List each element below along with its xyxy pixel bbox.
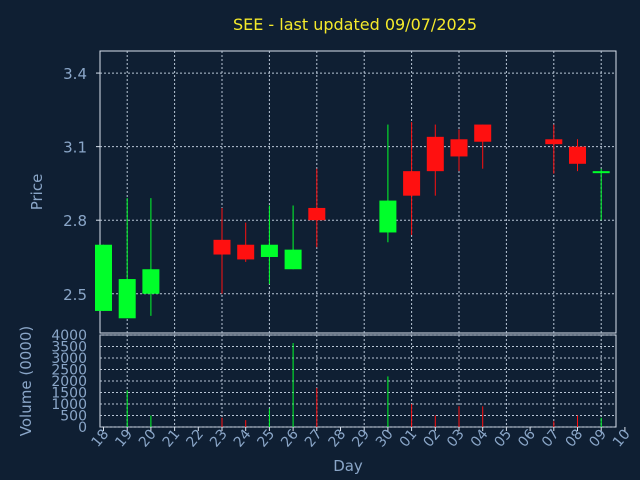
x-tick-label: 26 — [278, 426, 302, 450]
candle-body — [545, 139, 563, 145]
x-tick-label: 08 — [563, 426, 587, 450]
candle — [95, 244, 112, 311]
candle-body — [284, 249, 302, 270]
candle — [237, 222, 255, 262]
price-ytick-label: 2.5 — [63, 286, 87, 304]
x-tick-label: 05 — [491, 426, 515, 450]
x-tick-label: 09 — [586, 426, 610, 450]
x-tick-label: 30 — [373, 426, 397, 450]
price-ytick-label: 3.1 — [63, 139, 87, 157]
volume-ytick-label: 4000 — [51, 328, 87, 344]
x-tick-label: 21 — [160, 426, 184, 450]
candle — [284, 205, 302, 270]
candle-body — [569, 146, 586, 164]
price-panel: 2.5 2.8 3.1 3.4 — [63, 50, 617, 334]
x-tick-label: 10 — [610, 426, 634, 450]
candle — [379, 124, 397, 243]
candle — [450, 129, 468, 172]
candle — [592, 168, 610, 221]
x-tick-label: 27 — [302, 426, 326, 450]
candle-body — [213, 239, 231, 255]
candle — [213, 207, 231, 294]
volume-axis-label: Volume (0000) — [17, 326, 35, 436]
x-tick-label: 02 — [420, 426, 444, 450]
volume-ytick-label: 1500 — [51, 386, 87, 402]
candle-body — [592, 171, 610, 174]
x-tick-label: 01 — [397, 426, 421, 450]
x-tick-label: 22 — [183, 426, 207, 450]
x-tick-label: 25 — [254, 426, 278, 450]
candle-body — [260, 244, 278, 257]
price-ytick-label: 3.4 — [63, 65, 87, 83]
candle-body — [142, 269, 160, 294]
day-axis-label: Day — [333, 457, 363, 475]
candle-body — [426, 136, 444, 172]
candle — [142, 198, 160, 316]
candle-body — [308, 207, 326, 221]
x-tick-label: 20 — [136, 426, 160, 450]
volume-ytick-label: 3000 — [51, 351, 87, 367]
candle — [308, 168, 326, 248]
x-tick-label: 18 — [89, 426, 113, 450]
x-tick-label: 04 — [468, 426, 492, 450]
candle — [569, 139, 586, 172]
candle-body — [237, 244, 255, 260]
candle — [260, 205, 278, 284]
volume-ytick-label: 2000 — [51, 374, 87, 390]
chart-title: SEE - last updated 09/07/2025 — [233, 15, 477, 34]
volume-ytick-label: 2500 — [51, 363, 87, 379]
x-tick-label: 29 — [349, 426, 373, 450]
candle — [474, 124, 492, 169]
x-tick-label: 28 — [326, 426, 350, 450]
candle-body — [403, 171, 421, 196]
candle — [118, 198, 136, 319]
candle-body — [450, 139, 468, 157]
candle-body — [474, 124, 492, 142]
x-tick-label: 19 — [112, 426, 136, 450]
x-tick-label: 24 — [231, 426, 255, 450]
volume-ytick-label: 3500 — [51, 340, 87, 356]
x-tick-labels: 18 19 20 21 22 23 24 25 26 27 28 29 30 01 02 03 04 05 06 07… — [89, 426, 634, 450]
candle — [426, 124, 444, 196]
volume-ytick-label: 1000 — [51, 397, 87, 413]
x-tick-label: 07 — [539, 426, 563, 450]
candle-body — [95, 244, 112, 311]
candle — [403, 122, 421, 235]
volume-ytick-label: 500 — [60, 409, 87, 425]
x-tick-label: 23 — [207, 426, 231, 450]
volume-ytick-label: 0 — [78, 420, 87, 436]
price-ytick-label: 2.8 — [63, 212, 87, 230]
price-panel-frame — [99, 50, 617, 334]
price-axis-label: Price — [28, 174, 46, 211]
candle-body — [379, 200, 397, 233]
x-tick-label: 03 — [444, 426, 468, 450]
candle-body — [118, 279, 136, 319]
x-tick-label: 06 — [515, 426, 539, 450]
candle — [545, 124, 563, 174]
